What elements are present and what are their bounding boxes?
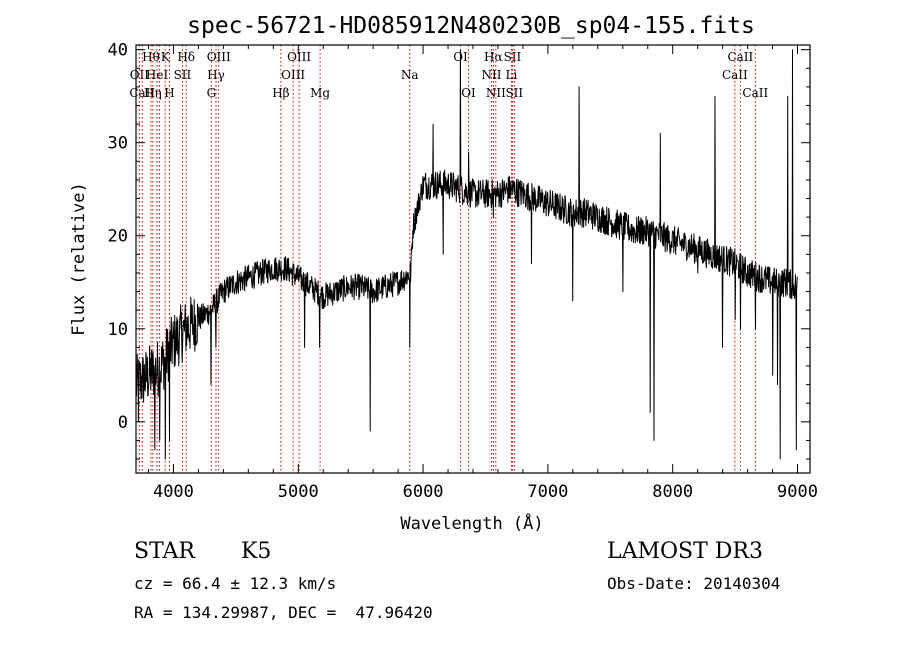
x-tick-label: 8000 bbox=[652, 482, 693, 502]
x-tick-label: 6000 bbox=[403, 482, 444, 502]
line-label: SII bbox=[504, 50, 522, 64]
y-tick-label: 20 bbox=[108, 227, 128, 247]
line-label: K bbox=[161, 50, 171, 64]
line-label: Mg bbox=[310, 86, 330, 100]
line-label: NII bbox=[486, 86, 506, 100]
redshift-velocity: cz = 66.4 ± 12.3 km/s bbox=[134, 574, 337, 593]
line-label: Hγ bbox=[207, 68, 225, 82]
plot-frame bbox=[135, 44, 811, 474]
line-label: Hβ bbox=[272, 86, 289, 100]
y-tick-label: 10 bbox=[108, 320, 128, 340]
x-tick-label: 4000 bbox=[153, 482, 194, 502]
line-label: SII bbox=[505, 86, 523, 100]
x-tick-label: 7000 bbox=[527, 482, 568, 502]
object-class: STAR bbox=[134, 539, 195, 564]
y-tick-label: 30 bbox=[108, 134, 128, 154]
line-label: Hθ bbox=[142, 50, 160, 64]
line-label: OI bbox=[461, 86, 476, 100]
line-label: CaII bbox=[722, 68, 748, 82]
line-label: H bbox=[164, 86, 174, 100]
spectral-line-markers: OIICaIIHθHηHeIKHSIIHδGHγOIIIHβOIIIOIIIMg… bbox=[129, 45, 768, 473]
line-label: OIII bbox=[287, 50, 311, 64]
x-axis-label: Wavelength (Å) bbox=[400, 512, 543, 534]
x-tick-label: 5000 bbox=[278, 482, 319, 502]
chart-title: spec-56721-HD085912N480230B_sp04-155.fit… bbox=[187, 13, 755, 39]
line-label: CaII bbox=[742, 86, 768, 100]
line-label: SII bbox=[174, 68, 192, 82]
line-label: OIII bbox=[281, 68, 305, 82]
spectrum-line bbox=[135, 49, 798, 460]
line-label: Li bbox=[506, 68, 518, 82]
line-label: Hα bbox=[484, 50, 503, 64]
axes: 4000 5000 6000 7000 8000 9000 0 10 20 30 40 bbox=[108, 41, 818, 502]
x-tick-label: 9000 bbox=[777, 482, 818, 502]
line-label: CaII bbox=[727, 50, 753, 64]
survey-name: LAMOST DR3 bbox=[607, 539, 763, 564]
line-label: Hη bbox=[144, 86, 162, 100]
line-label: Hδ bbox=[177, 50, 195, 64]
line-label: OII bbox=[130, 68, 150, 82]
y-tick-label: 40 bbox=[108, 41, 128, 61]
line-label: Na bbox=[401, 68, 419, 82]
line-label: HeI bbox=[146, 68, 169, 82]
line-label: NII bbox=[481, 68, 501, 82]
y-tick-label: 0 bbox=[118, 413, 128, 433]
object-subclass: K5 bbox=[241, 539, 272, 564]
observation-date: Obs-Date: 20140304 bbox=[607, 574, 781, 593]
y-axis-label: Flux (relative) bbox=[69, 182, 89, 336]
line-label: OIII bbox=[207, 50, 231, 64]
line-label: G bbox=[207, 86, 217, 100]
coordinates: RA = 134.29987, DEC = 47.96420 bbox=[134, 603, 433, 622]
